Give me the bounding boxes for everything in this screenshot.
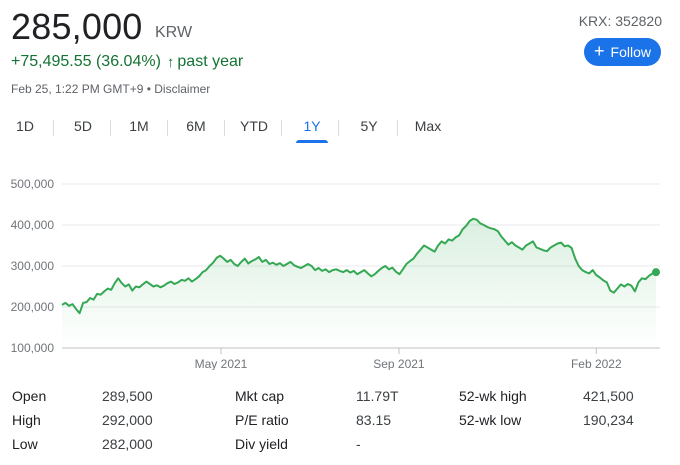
- y-tick-label: 300,000: [11, 259, 55, 273]
- stat-value: 292,000: [102, 412, 153, 428]
- y-tick-label: 200,000: [11, 300, 55, 314]
- stat-label: Mkt cap: [235, 388, 285, 404]
- tab-divider: [110, 120, 111, 136]
- stat-label: Open: [12, 388, 47, 404]
- timestamp-disclaimer: Feb 25, 1:22 PM GMT+9 • Disclaimer: [11, 82, 211, 96]
- tab-divider: [338, 120, 339, 136]
- price-chart: 500,000 400,000 300,000 200,000 100,000 May 2…: [11, 177, 660, 370]
- ticker-label: KRX: 352820: [578, 13, 662, 29]
- series-line: [61, 217, 657, 315]
- y-tick-label: 500,000: [11, 177, 55, 191]
- series-area: [62, 218, 656, 348]
- stat-value: -: [356, 436, 361, 452]
- x-tick-label: Sep 2021: [373, 357, 425, 370]
- tab-1y[interactable]: 1Y: [296, 113, 328, 143]
- active-tab-indicator: [296, 140, 328, 143]
- tab-divider: [281, 120, 282, 136]
- tab-label: Max: [414, 118, 442, 134]
- stat-value: 190,234: [583, 412, 634, 428]
- stat-label: 52-wk low: [459, 412, 522, 428]
- change-period: past year: [177, 53, 244, 70]
- y-tick-label: 400,000: [11, 218, 55, 232]
- tab-divider: [224, 120, 225, 136]
- tab-6m[interactable]: 6M: [181, 113, 211, 143]
- stat-value: 83.15: [356, 412, 392, 428]
- tab-1m[interactable]: 1M: [123, 113, 155, 143]
- tab-label: 1Y: [303, 118, 321, 134]
- price-change: +75,495.55 (36.04%) ↑ past year: [11, 53, 243, 71]
- stat-label: High: [12, 412, 41, 428]
- y-tick-label: 100,000: [11, 341, 55, 355]
- tab-label: YTD: [240, 118, 268, 134]
- stat-label: Low: [12, 436, 38, 452]
- tab-label: 1M: [129, 118, 149, 134]
- tab-ytd[interactable]: YTD: [234, 113, 274, 143]
- stat-label: 52-wk high: [459, 388, 527, 404]
- tab-label: 1D: [16, 118, 34, 134]
- stat-value: 289,500: [102, 388, 153, 404]
- end-point-marker: [652, 268, 660, 277]
- stat-label: Div yield: [235, 436, 288, 452]
- x-tick-label: Feb 2022: [571, 357, 622, 370]
- arrow-up-icon: ↑: [166, 53, 175, 71]
- tab-1d[interactable]: 1D: [14, 113, 36, 143]
- stat-label: P/E ratio: [235, 412, 289, 428]
- price-value: 285,000: [11, 6, 143, 47]
- stat-value: 11.79T: [356, 388, 399, 404]
- currency-label: KRW: [155, 24, 193, 41]
- follow-label: Follow: [610, 44, 651, 60]
- tab-divider: [167, 120, 168, 136]
- tab-label: 5Y: [360, 118, 378, 134]
- change-value: +75,495.55 (36.04%): [11, 53, 161, 70]
- x-tick-label: May 2021: [195, 357, 248, 370]
- tab-5d[interactable]: 5D: [68, 113, 98, 143]
- tab-5y[interactable]: 5Y: [349, 113, 389, 143]
- tab-label: 6M: [186, 118, 206, 134]
- tab-max[interactable]: Max: [408, 113, 448, 143]
- tab-divider: [397, 120, 398, 136]
- plus-icon: +: [594, 41, 605, 61]
- follow-button[interactable]: + Follow: [584, 38, 661, 66]
- range-tabs: 1D 5D 1M 6M YTD 1Y 5Y Max: [0, 113, 680, 143]
- stat-value: 421,500: [583, 388, 634, 404]
- stat-value: 282,000: [102, 436, 153, 452]
- tab-divider: [53, 120, 54, 136]
- tab-label: 5D: [74, 118, 92, 134]
